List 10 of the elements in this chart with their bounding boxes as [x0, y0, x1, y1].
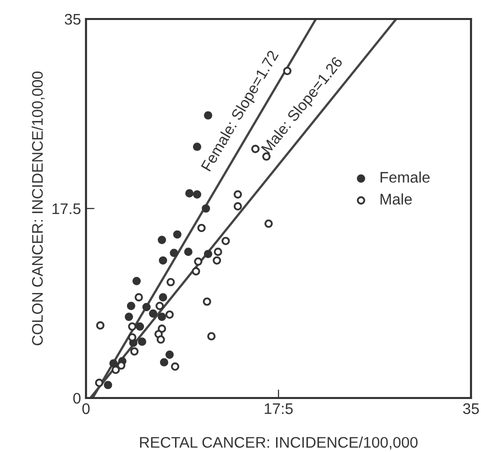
x-tick-label: 35	[463, 403, 479, 414]
x-tick-label: 0	[82, 403, 90, 414]
y-tick-label: 17.5	[52, 204, 80, 214]
legend-label: Male	[380, 193, 412, 205]
y-tick-label: 0	[73, 392, 81, 404]
x-axis-title: RECTAL CANCER: INCIDENCE/100,000	[140, 436, 418, 450]
x-tick-label: 17:5	[264, 403, 293, 414]
legend-label: Female	[380, 171, 430, 183]
y-axis-title: COLON CANCER: INCIDENCE/100,000	[32, 72, 45, 346]
y-tick-label: 35	[64, 14, 80, 25]
